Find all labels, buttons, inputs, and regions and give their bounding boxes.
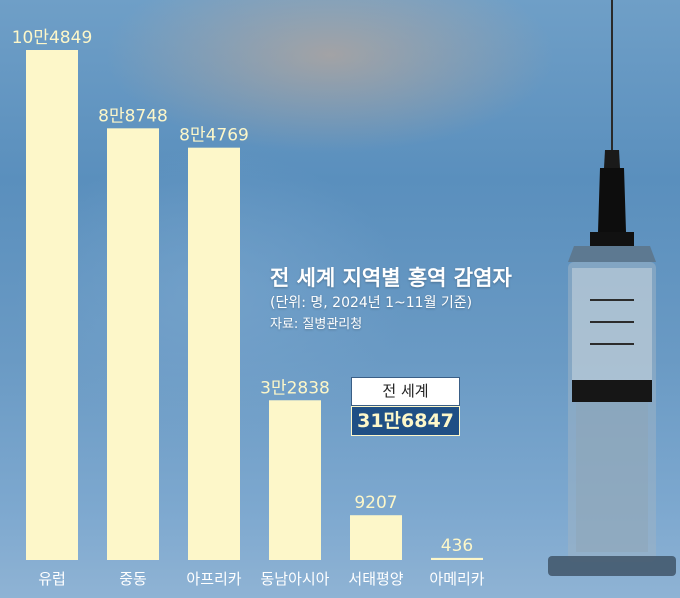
data-label-1: 8만8748 (98, 106, 168, 126)
category-label-3: 동남아시아 (260, 570, 329, 588)
bar-0 (26, 50, 78, 560)
total-value: 31만6847 (351, 406, 460, 436)
chart-title: 전 세계 지역별 홍역 감염자 (270, 266, 512, 290)
data-label-5: 436 (441, 536, 473, 556)
total-callout: 전 세계 31만6847 (351, 377, 460, 436)
source-note: 자료: 질병관리청 (270, 317, 363, 332)
syringe-icon (548, 0, 676, 576)
data-label-4: 9207 (354, 493, 397, 513)
unit-note: (단위: 명, 2024년 1~11월 기준) (270, 295, 473, 311)
category-label-1: 중동 (119, 570, 147, 588)
category-label-2: 아프리카 (186, 570, 241, 588)
bar-5 (431, 557, 483, 560)
category-label-5: 아메리카 (429, 570, 484, 588)
bar-1 (107, 128, 159, 560)
data-label-0: 10만4849 (12, 28, 93, 48)
bar-2 (188, 147, 240, 561)
data-label-3: 3만2838 (260, 378, 330, 398)
bar-4 (350, 515, 402, 560)
category-label-4: 서태평양 (348, 570, 403, 588)
data-label-2: 8만4769 (179, 126, 249, 146)
category-label-0: 유럽 (38, 570, 66, 588)
total-label: 전 세계 (351, 377, 460, 406)
bar-3 (269, 400, 321, 560)
